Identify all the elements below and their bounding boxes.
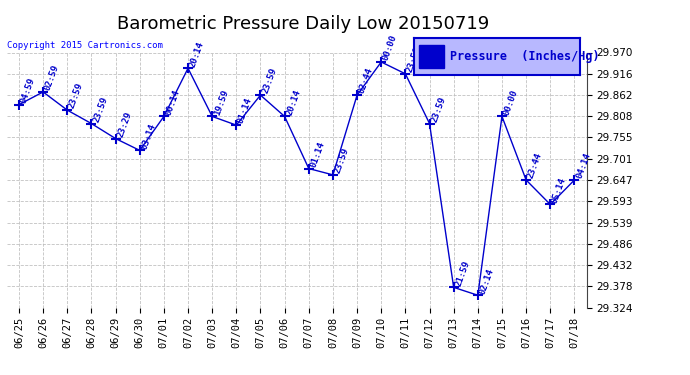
Text: Barometric Pressure Daily Low 20150719: Barometric Pressure Daily Low 20150719 [117, 15, 490, 33]
Text: 02:44: 02:44 [357, 67, 375, 95]
Text: 23:44: 23:44 [526, 152, 544, 180]
Text: 23:29: 23:29 [115, 110, 133, 138]
Text: 02:59: 02:59 [43, 64, 61, 92]
Text: 23:59: 23:59 [68, 82, 85, 110]
Text: 20:14: 20:14 [188, 40, 206, 68]
Text: 04:14: 04:14 [574, 152, 592, 180]
Text: 23:59: 23:59 [91, 95, 109, 123]
Bar [419, 45, 444, 68]
Text: 00:00: 00:00 [381, 34, 399, 62]
Text: 00:00: 00:00 [502, 88, 520, 117]
Text: 03:14: 03:14 [139, 122, 157, 150]
Text: 19:59: 19:59 [213, 88, 230, 117]
Text: 21:59: 21:59 [454, 259, 471, 287]
Text: 04:59: 04:59 [19, 76, 37, 105]
Text: 01:14: 01:14 [236, 97, 254, 125]
Text: 00:14: 00:14 [164, 88, 181, 117]
Text: Copyright 2015 Cartronics.com: Copyright 2015 Cartronics.com [7, 41, 163, 50]
Text: Pressure  (Inches/Hg): Pressure (Inches/Hg) [451, 50, 600, 63]
Text: 05:14: 05:14 [551, 176, 568, 204]
Text: 23:59: 23:59 [406, 45, 423, 74]
Text: 23:59: 23:59 [261, 67, 278, 95]
Text: 02:14: 02:14 [477, 267, 495, 295]
Text: 20:14: 20:14 [284, 88, 302, 117]
Text: 23:59: 23:59 [429, 95, 447, 123]
Text: 01:14: 01:14 [308, 140, 326, 168]
Text: 23:59: 23:59 [333, 147, 351, 175]
